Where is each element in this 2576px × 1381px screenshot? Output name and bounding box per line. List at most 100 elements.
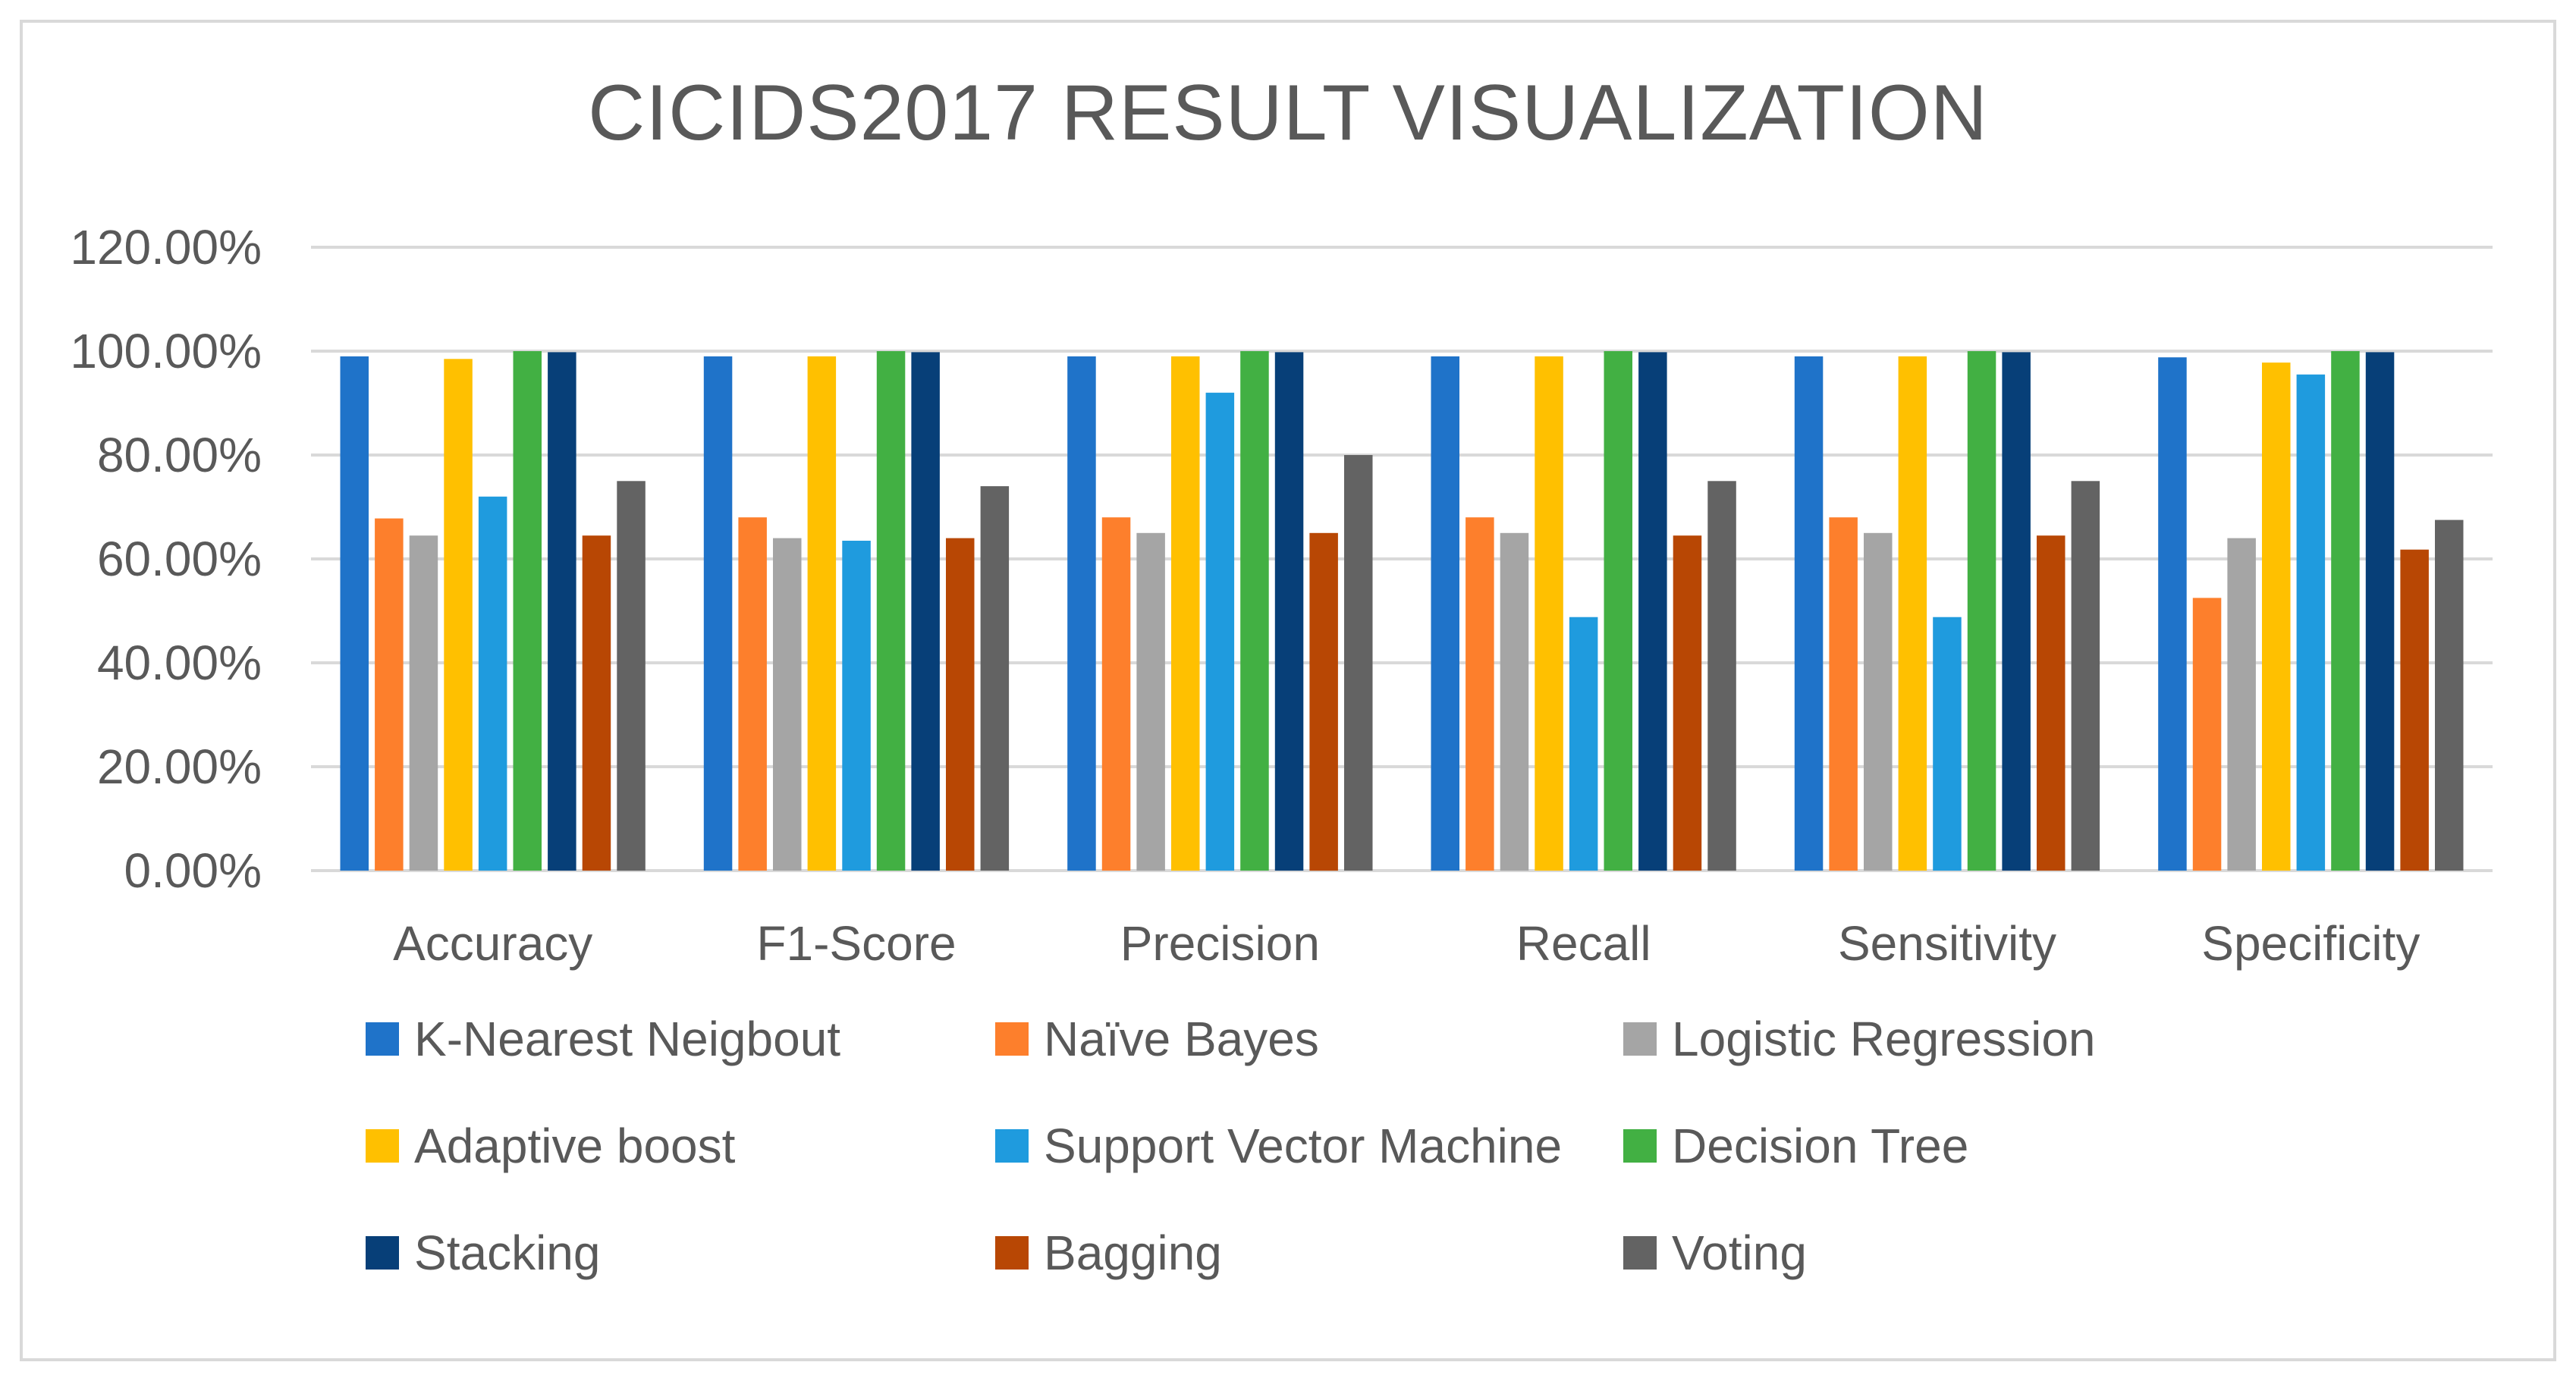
bar — [548, 352, 576, 871]
bar — [2296, 374, 2326, 871]
legend-item: Decision Tree — [1623, 1116, 1968, 1176]
bar — [1240, 351, 1269, 871]
bars — [340, 351, 2464, 871]
bar — [1465, 517, 1494, 871]
bar — [340, 356, 369, 871]
legend-label: Adaptive boost — [414, 1119, 736, 1173]
bar — [946, 538, 975, 871]
legend-swatch — [995, 1022, 1029, 1056]
bar — [1967, 351, 1996, 871]
legend-swatch — [995, 1236, 1029, 1270]
bar — [1794, 356, 1824, 871]
x-tick-label: Sensitivity — [1838, 916, 2056, 971]
bar — [1604, 351, 1632, 871]
chart-title: CICIDS2017 RESULT VISUALIZATION — [588, 69, 1988, 157]
bar — [478, 496, 507, 871]
legend-swatch — [1623, 1022, 1657, 1056]
bar — [1171, 356, 1200, 871]
y-tick-label: 120.00% — [70, 220, 262, 275]
bar — [1933, 617, 1962, 871]
bar — [1431, 356, 1459, 871]
bar — [2227, 538, 2256, 871]
legend-item: Naïve Bayes — [995, 1009, 1319, 1069]
bar — [1535, 356, 1563, 871]
bar — [2365, 352, 2395, 871]
bar — [2262, 363, 2291, 871]
bar — [738, 517, 767, 871]
legend-swatch — [366, 1236, 399, 1270]
legend-swatch — [366, 1129, 399, 1163]
y-tick-label: 100.00% — [70, 324, 262, 378]
bar — [2435, 519, 2464, 871]
bar — [617, 481, 646, 871]
legend-item: Stacking — [366, 1222, 600, 1283]
legend-label: Logistic Regression — [1672, 1012, 2096, 1066]
bar — [1707, 481, 1736, 871]
legend-swatch — [995, 1129, 1029, 1163]
legend-label: Bagging — [1044, 1226, 1222, 1280]
legend-swatch — [1623, 1129, 1657, 1163]
bar — [1067, 356, 1096, 871]
bar — [2002, 352, 2031, 871]
legend-item: Support Vector Machine — [995, 1116, 1562, 1176]
bar — [876, 351, 906, 871]
bar — [409, 535, 438, 871]
y-tick-label: 40.00% — [97, 636, 262, 690]
bar — [2071, 481, 2100, 871]
legend-label: Decision Tree — [1672, 1119, 1969, 1173]
bar — [2037, 535, 2066, 871]
legend-swatch — [366, 1022, 399, 1056]
x-tick-label: Recall — [1516, 916, 1651, 971]
bar — [2400, 549, 2429, 871]
legend-item: Voting — [1623, 1222, 1807, 1283]
bar — [807, 356, 837, 871]
bar — [582, 535, 611, 871]
x-tick-label: Accuracy — [393, 916, 592, 971]
y-tick-label: 20.00% — [97, 739, 262, 794]
bar — [1136, 532, 1165, 871]
bar — [1274, 352, 1304, 871]
bar — [1864, 532, 1893, 871]
bar — [2331, 351, 2360, 871]
legend-item: Logistic Regression — [1623, 1009, 2096, 1069]
y-tick-label: 60.00% — [97, 532, 262, 586]
legend-item: Adaptive boost — [366, 1116, 735, 1176]
legend-label: Voting — [1672, 1226, 1807, 1280]
bar — [2158, 357, 2187, 871]
bar — [1205, 392, 1235, 871]
bar — [1673, 535, 1702, 871]
legend-item: Bagging — [995, 1222, 1222, 1283]
bar — [513, 351, 542, 871]
bar — [911, 352, 940, 871]
bar — [1309, 532, 1338, 871]
bar — [1500, 532, 1529, 871]
bar — [1898, 356, 1927, 871]
bar — [1344, 455, 1373, 871]
legend-label: Stacking — [414, 1226, 601, 1280]
legend-swatch — [1623, 1236, 1657, 1270]
bar — [842, 541, 871, 871]
bar — [1829, 517, 1858, 871]
legend-label: Support Vector Machine — [1044, 1119, 1563, 1173]
bar — [703, 356, 733, 871]
legend-item: K-Nearest Neigbout — [366, 1009, 840, 1069]
x-tick-label: Specificity — [2201, 916, 2420, 971]
bar — [444, 359, 473, 871]
x-axis-labels: Accuracy F1-Score Precision Recall Sensitivi… — [393, 916, 2420, 971]
bar — [773, 538, 802, 871]
bar — [1638, 352, 1667, 871]
gridlines — [311, 246, 2493, 872]
y-tick-label: 80.00% — [97, 428, 262, 482]
bar — [1569, 617, 1598, 871]
legend-label: K-Nearest Neigbout — [414, 1012, 841, 1066]
bar — [2192, 598, 2222, 871]
bar — [1101, 517, 1131, 871]
y-tick-label: 0.00% — [124, 843, 262, 898]
y-axis-labels: 0.00% 20.00% 40.00% 60.00% 80.00% 100.00% 120.… — [70, 220, 262, 898]
bar — [980, 486, 1010, 871]
x-tick-label: F1-Score — [756, 916, 956, 971]
bar — [375, 518, 404, 871]
x-tick-label: Precision — [1120, 916, 1320, 971]
legend-label: Naïve Bayes — [1044, 1012, 1319, 1066]
